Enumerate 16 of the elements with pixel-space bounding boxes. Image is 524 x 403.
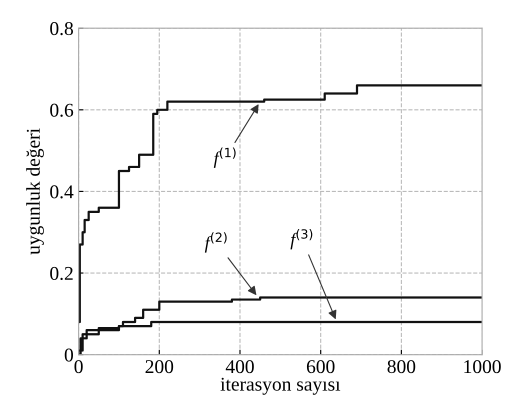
annotation: f$^{(2)}$ (204, 232, 227, 253)
y-tick-label: 0.2 (50, 266, 73, 280)
y-tick-label: 0.6 (50, 104, 74, 117)
x-tick-label: 200 (146, 360, 174, 374)
x-tick-label: 600 (306, 360, 335, 374)
annotation: f$^{(3)}$ (290, 228, 312, 250)
x-tick-label: 400 (226, 360, 254, 374)
x-axis-title: iterasyon sayısı (220, 378, 340, 395)
y-tick-label: 0.8 (50, 22, 73, 36)
x-tick-label: 0 (74, 360, 83, 374)
annotation: f$^{(1)}$ (214, 148, 236, 168)
x-tick-label: 800 (388, 360, 416, 374)
y-tick-label: 0 (64, 348, 73, 362)
y-tick-label: 0.4 (50, 185, 74, 198)
y-axis-title: uygunluk değeri (26, 128, 44, 255)
x-tick-label: 1000 (464, 360, 501, 374)
